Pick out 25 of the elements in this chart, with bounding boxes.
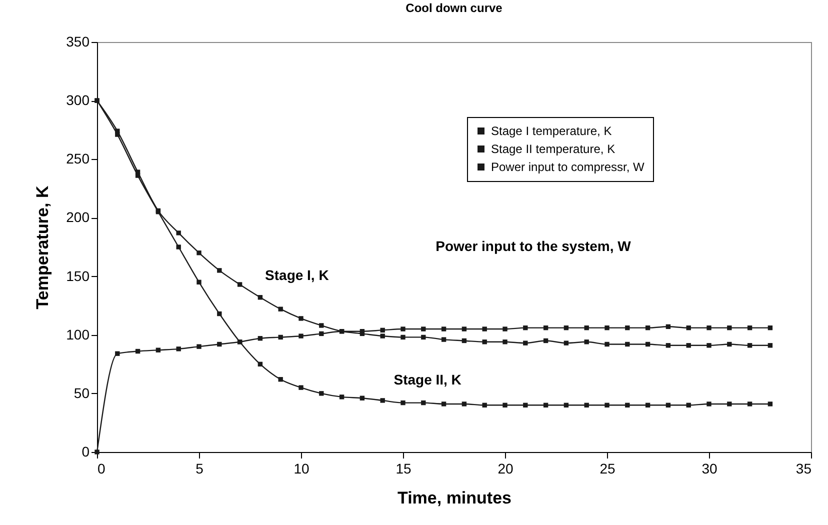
x-tick-label: 5	[196, 460, 204, 476]
x-tick-label: 25	[600, 460, 616, 476]
y-tick-label: 200	[66, 209, 90, 226]
y-tick-label: 0	[82, 444, 90, 460]
y-axis-title: Temperature, K	[33, 185, 52, 310]
x-tick-label: 15	[396, 460, 412, 476]
y-tick-label: 50	[74, 384, 90, 401]
x-tick-label: 10	[294, 460, 310, 476]
y-tick-label: 150	[66, 268, 90, 284]
annotation: Stage I, K	[265, 267, 329, 284]
y-tick-label: 100	[66, 326, 90, 342]
legend-label: Power input to compressr, W	[491, 160, 646, 174]
y-tick-label: 250	[66, 150, 90, 167]
x-tick-label: 35	[796, 460, 812, 476]
legend-label: Stage II temperature, K	[491, 142, 616, 156]
x-tick-label: 30	[702, 460, 718, 476]
annotation: Power input to the system, W	[436, 238, 632, 254]
chart-title: Cool down curve	[406, 1, 503, 15]
x-axis-title: Time, minutes	[398, 488, 512, 508]
y-tick-label: 350	[66, 34, 90, 50]
x-tick-label: 0	[98, 460, 106, 476]
annotation: Stage II, K	[394, 371, 462, 388]
x-tick-label: 20	[498, 460, 514, 476]
legend-label: Stage I temperature, K	[491, 124, 612, 138]
y-tick-label: 300	[66, 92, 90, 108]
